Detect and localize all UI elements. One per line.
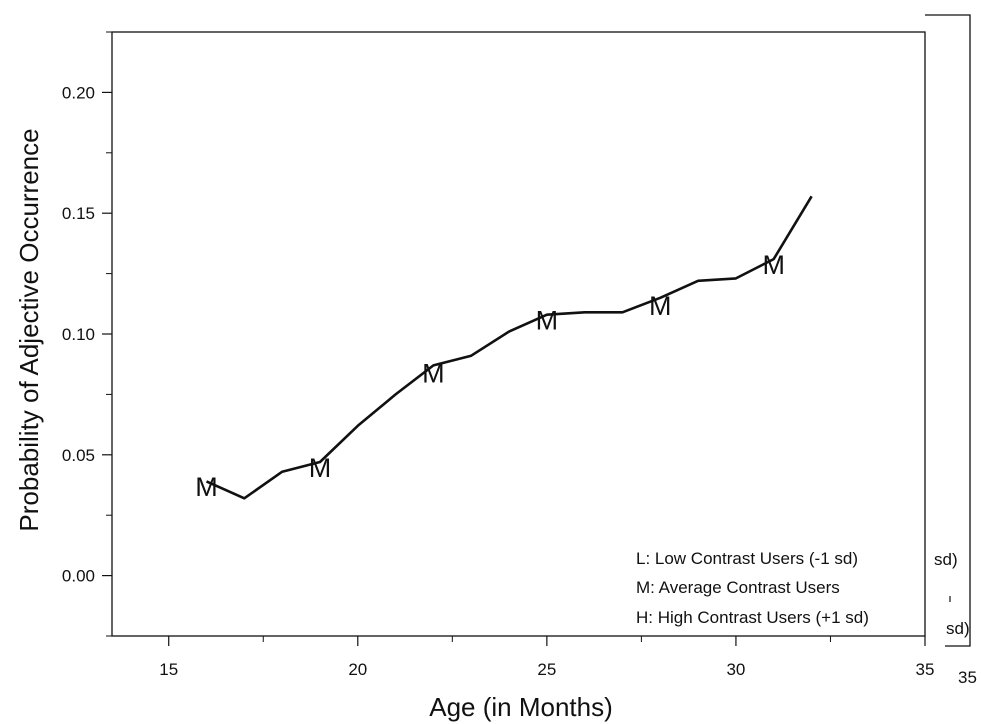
legend-entry: L: Low Contrast Users (-1 sd) <box>636 549 858 568</box>
data-marker-m: M <box>309 453 332 483</box>
y-tick-label: 0.20 <box>62 83 95 102</box>
y-tick-label: 0.10 <box>62 325 95 344</box>
x-tick-label: 20 <box>348 660 367 679</box>
axes: 15 20 25 30 35 0.00 0.05 0.10 0.15 0.20 sd) sd) 35 <box>62 14 977 687</box>
data-marker-m: M <box>536 306 559 336</box>
background-frame-line <box>925 14 971 647</box>
background-text-fragment: 35 <box>958 668 977 687</box>
legend-entry: H: High Contrast Users (+1 sd) <box>636 608 869 627</box>
x-tick-label: 35 <box>916 660 935 679</box>
data-marker-m: M <box>422 359 445 389</box>
data-marker-m: M <box>762 250 785 280</box>
legend-entry: M: Average Contrast Users <box>636 578 840 597</box>
data-marker-m: M <box>649 291 672 321</box>
data-marker-m: M <box>195 472 218 502</box>
plot-area: M M M M M M <box>195 195 813 502</box>
x-tick-label: 15 <box>159 660 178 679</box>
x-axis-title: Age (in Months) <box>429 692 613 722</box>
background-text-fragment: sd) <box>934 550 958 569</box>
y-tick-label: 0.15 <box>62 204 95 223</box>
legend: L: Low Contrast Users (-1 sd) M: Average … <box>636 549 869 627</box>
x-tick-label: 30 <box>726 660 745 679</box>
y-axis-title: Probability of Adjective Occurrence <box>14 128 44 531</box>
series-line-average-contrast <box>205 195 813 500</box>
plot-frame <box>111 31 926 637</box>
y-tick-label: 0.05 <box>62 446 95 465</box>
y-tick-label: 0.00 <box>62 567 95 586</box>
background-text-fragment: sd) <box>946 619 970 638</box>
x-tick-label: 25 <box>537 660 556 679</box>
